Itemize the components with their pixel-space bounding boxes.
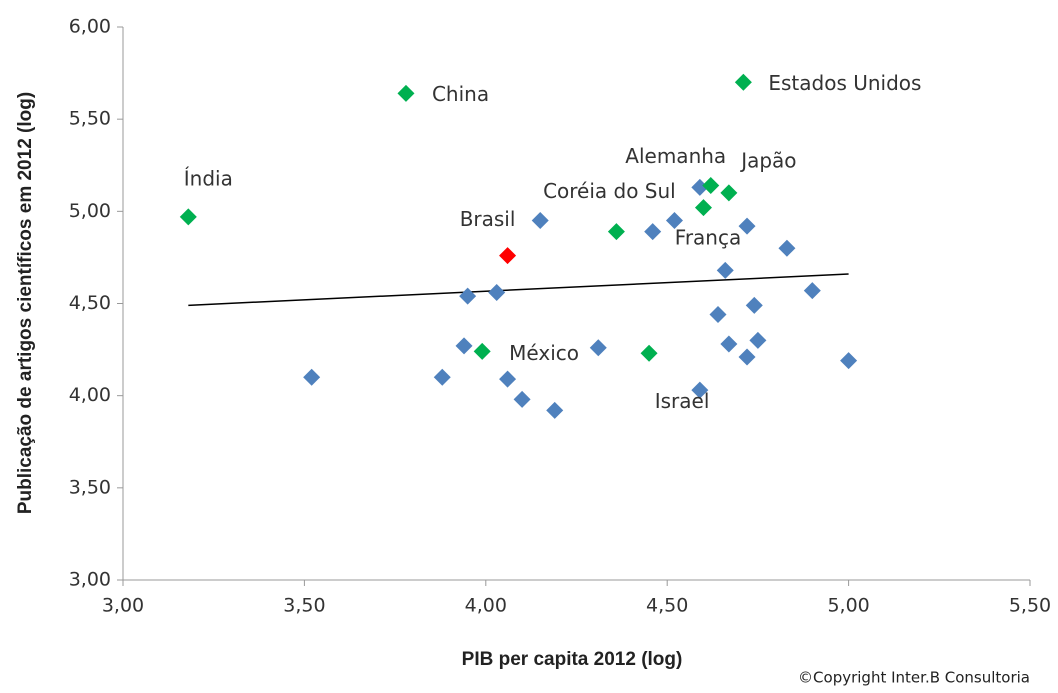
point <box>179 208 197 226</box>
point-label: Índia <box>184 166 233 190</box>
point <box>749 331 767 349</box>
x-tick-label: 3,00 <box>102 595 144 617</box>
point <box>738 348 756 366</box>
x-tick-label: 4,50 <box>646 595 688 617</box>
point <box>433 368 451 386</box>
y-tick-label: 4,00 <box>69 384 111 406</box>
x-axis-title: PIB per capita 2012 (log) <box>462 649 683 670</box>
y-tick-label: 5,50 <box>69 108 111 130</box>
point <box>734 73 752 91</box>
point <box>455 337 473 355</box>
point-label: França <box>675 226 741 250</box>
point <box>589 339 607 357</box>
y-tick-label: 4,50 <box>69 292 111 314</box>
y-axis-title: Publicação de artigos científicos em 201… <box>15 92 36 514</box>
point <box>694 199 712 217</box>
point <box>488 283 506 301</box>
point-label: Estados Unidos <box>768 71 921 95</box>
point <box>459 287 477 305</box>
point <box>499 370 517 388</box>
point <box>738 217 756 235</box>
y-tick-label: 5,00 <box>69 200 111 222</box>
x-tick-label: 5,00 <box>827 595 869 617</box>
point <box>665 212 683 230</box>
point <box>513 390 531 408</box>
y-tick-label: 3,00 <box>69 569 111 591</box>
point <box>531 212 549 230</box>
point <box>691 381 709 399</box>
point <box>499 247 517 265</box>
x-tick-label: 4,00 <box>465 595 507 617</box>
point-label: México <box>509 341 579 365</box>
y-tick-label: 6,00 <box>69 16 111 38</box>
point-label: Japão <box>739 148 796 172</box>
point-label: Alemanha <box>625 144 726 168</box>
point <box>803 282 821 300</box>
x-tick-label: 5,50 <box>1009 595 1051 617</box>
point-label: Brasil <box>460 207 516 231</box>
point-label: China <box>432 82 489 106</box>
point-label: Israel <box>655 389 710 413</box>
point <box>397 84 415 102</box>
point <box>546 401 564 419</box>
y-tick-label: 3,50 <box>69 476 111 498</box>
point <box>716 261 734 279</box>
point <box>840 352 858 370</box>
point <box>720 184 738 202</box>
point <box>303 368 321 386</box>
point <box>607 223 625 241</box>
point-label: Coréia do Sul <box>543 179 676 203</box>
copyright: ©Copyright Inter.B Consultoria <box>798 669 1030 687</box>
point <box>709 306 727 324</box>
point <box>720 335 738 353</box>
point <box>778 239 796 257</box>
point <box>644 223 662 241</box>
point <box>691 178 709 196</box>
point <box>473 342 491 360</box>
point <box>745 296 763 314</box>
x-tick-label: 3,50 <box>283 595 325 617</box>
point <box>640 344 658 362</box>
point <box>702 177 720 195</box>
trend-line <box>188 273 849 307</box>
